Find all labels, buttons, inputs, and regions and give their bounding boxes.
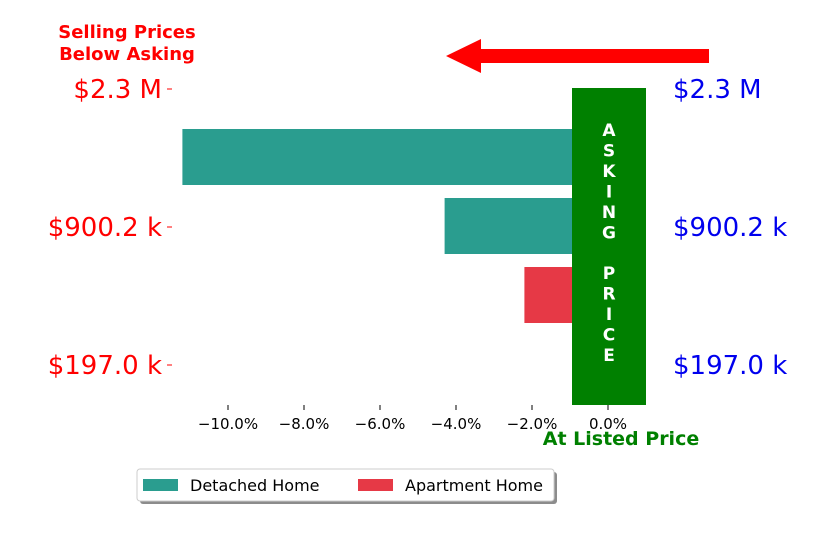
asking-letter: C xyxy=(603,326,615,346)
legend-swatch-detached-home xyxy=(143,479,178,491)
legend-label: Detached Home xyxy=(190,476,320,495)
asking-letter: P xyxy=(603,264,615,284)
bars-group xyxy=(182,129,608,323)
bar-detached-home-0 xyxy=(182,129,608,185)
left-tick-label: $2.3 M xyxy=(73,75,162,105)
asking-letter: S xyxy=(603,142,615,162)
x-tick-label: −6.0% xyxy=(355,415,406,433)
left-tick-labels: $2.3 M $900.2 k $197.0 k xyxy=(48,75,172,381)
legend-label: Apartment Home xyxy=(405,476,543,495)
legend-box xyxy=(136,468,555,502)
asking-letter: N xyxy=(602,203,616,223)
asking-letter: R xyxy=(602,285,615,305)
x-tick-label: −8.0% xyxy=(279,415,330,433)
x-tick-label: −4.0% xyxy=(431,415,482,433)
right-tick-label: $2.3 M xyxy=(673,75,762,105)
right-tick-labels: $2.3 M $900.2 k $197.0 k xyxy=(673,75,787,381)
asking-letter: I xyxy=(606,183,612,203)
asking-letter: K xyxy=(602,162,616,182)
annotation-title: Selling Prices Below Asking xyxy=(58,22,195,65)
legend: Detached Home Apartment Home xyxy=(136,468,557,504)
left-tick-label: $197.0 k xyxy=(48,351,162,381)
asking-letter: E xyxy=(603,346,615,366)
right-tick-label: $197.0 k xyxy=(673,351,787,381)
x-axis-label: At Listed Price xyxy=(543,428,699,450)
asking-letter: A xyxy=(602,121,616,141)
asking-letter: G xyxy=(602,224,616,244)
asking-letter: I xyxy=(606,305,612,325)
x-axis: −10.0% −8.0% −6.0% −4.0% −2.0% 0.0% xyxy=(198,405,627,433)
x-tick-label: 0.0% xyxy=(589,415,627,433)
direction-arrow xyxy=(446,39,709,73)
annotation-line-2: Below Asking xyxy=(59,44,195,65)
legend-swatch-apartment-home xyxy=(358,479,393,491)
x-tick-label: −10.0% xyxy=(198,415,258,433)
x-tick-label: −2.0% xyxy=(507,415,558,433)
asking-price-rect xyxy=(572,88,646,405)
left-tick-label: $900.2 k xyxy=(48,213,162,243)
annotation-line-1: Selling Prices xyxy=(58,22,195,43)
right-tick-label: $900.2 k xyxy=(673,213,787,243)
